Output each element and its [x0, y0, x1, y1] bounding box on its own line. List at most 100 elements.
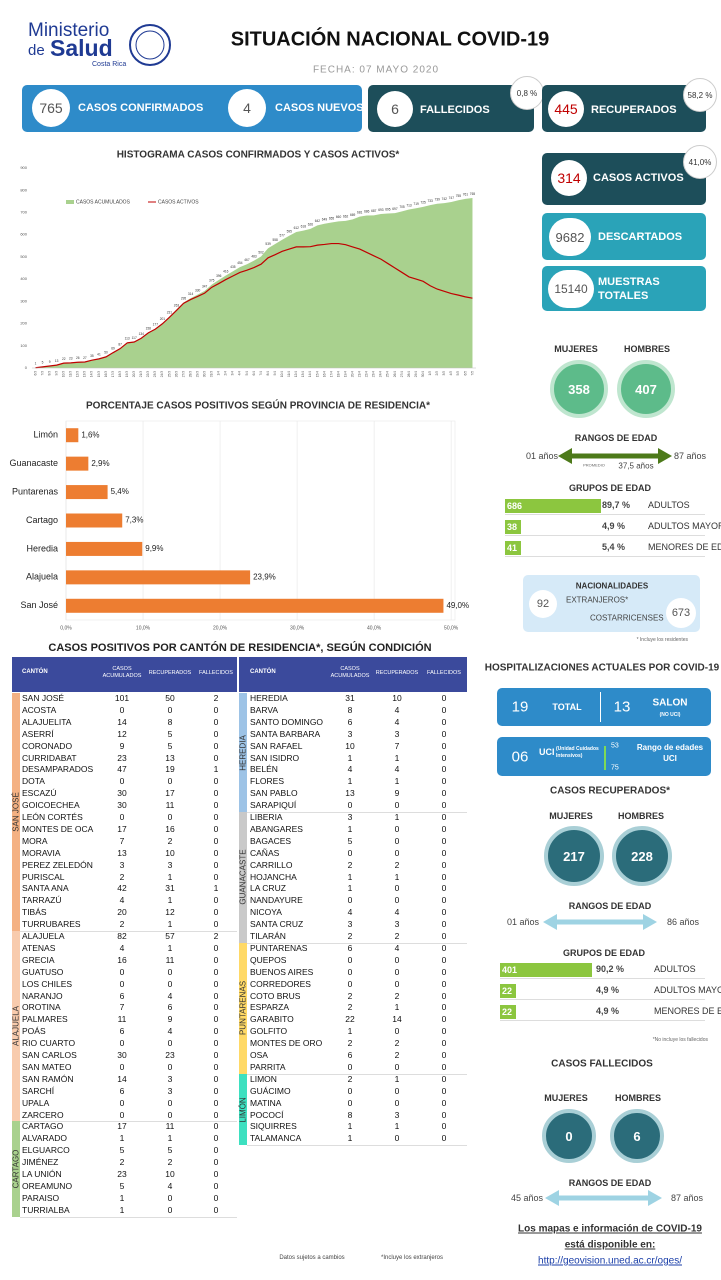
- footer-link[interactable]: http://geovision.uned.ac.cr/oges/: [538, 1255, 682, 1267]
- canton-value: 0: [441, 931, 447, 941]
- x-tick-label: 7/3: [40, 371, 44, 376]
- data-label: 263: [174, 303, 180, 307]
- canton-name: TARRAZÚ: [22, 895, 62, 906]
- province-stripe: [12, 931, 20, 1122]
- y-tick-label: 800: [20, 187, 27, 192]
- canton-name: SAN RAFAEL: [250, 740, 303, 751]
- canton-name: PALMARES: [22, 1014, 68, 1025]
- y-tick-label: 0: [25, 365, 28, 370]
- canton-value: 4: [119, 942, 125, 953]
- canton-value: 3: [167, 859, 173, 870]
- canton-value: 2: [394, 1038, 400, 1049]
- canton-name: PURISCAL: [22, 871, 65, 882]
- canton-value: 4: [394, 716, 400, 727]
- data-label: 347: [202, 285, 208, 289]
- canton-name: PEREZ ZELEDÓN: [22, 859, 93, 870]
- canton-value: 1: [347, 752, 353, 763]
- pct-circle: 58,2 %: [683, 78, 717, 112]
- stat-label: COSTARRICENSES: [590, 613, 664, 623]
- canton-name: ASERRÍ: [22, 728, 54, 739]
- canton-value: 0: [394, 1097, 400, 1108]
- stat-circle: 765: [32, 89, 70, 127]
- canton-value: 0: [167, 1192, 173, 1203]
- data-label: 26: [76, 356, 80, 360]
- table-header-label: FALLECIDOS: [199, 670, 233, 676]
- data-label: 713: [406, 203, 412, 207]
- canton-value: 0: [213, 800, 219, 811]
- canton-value: 2: [347, 990, 353, 1001]
- canton-value: 0: [441, 752, 447, 763]
- canton-value: 0: [441, 1014, 447, 1025]
- data-label: 695: [385, 207, 391, 211]
- group-pct: 4,9 %: [602, 521, 626, 531]
- canton-name: POÁS: [22, 1026, 46, 1037]
- canton-value: 12: [117, 728, 127, 739]
- x-tick-label: 8/4: [266, 371, 270, 376]
- x-tick-label: 2/4: [224, 371, 228, 376]
- canton-value: 0: [441, 1050, 447, 1060]
- canton-value: 13: [345, 788, 355, 799]
- canton-value: 1: [347, 1133, 353, 1144]
- canton-value: 10: [345, 740, 355, 751]
- canton-value: 7: [119, 835, 125, 846]
- canton-value: 0: [394, 800, 400, 811]
- canton-value: 0: [394, 978, 400, 989]
- canton-value: 0: [213, 704, 219, 715]
- canton-value: 0: [441, 942, 447, 953]
- x-tick-label: 23/3: [153, 371, 157, 377]
- canton-name: ALAJUELITA: [22, 716, 72, 727]
- canton-name: GOLFITO: [250, 1026, 288, 1037]
- canton-value: 0: [394, 823, 400, 834]
- x-tick-label: 13/4: [301, 371, 305, 377]
- canton-value: 0: [213, 1180, 219, 1191]
- stat-label: CASOS ACTIVOS: [593, 172, 684, 184]
- canton-value: 0: [119, 812, 125, 822]
- section-title: CASOS RECUPERADOS*: [549, 785, 671, 797]
- canton-value: 2: [394, 1050, 400, 1060]
- data-label: 22: [62, 357, 66, 361]
- bar: [66, 428, 79, 443]
- data-label: 23: [69, 357, 73, 361]
- canton-value: 0: [213, 1014, 219, 1025]
- canton-name: BELÉN: [250, 764, 278, 775]
- canton-name: POCOCÍ: [250, 1109, 284, 1120]
- data-label: 2,9%: [91, 459, 109, 468]
- data-label: 662: [343, 215, 349, 219]
- data-label: 755: [456, 194, 462, 198]
- canton-value: 7: [119, 1002, 125, 1013]
- x-tick-label: 31/3: [210, 371, 214, 377]
- x-tick-label: 24/3: [160, 371, 164, 377]
- data-label: 330: [195, 289, 201, 293]
- canton-name: OSA: [250, 1050, 268, 1060]
- data-label: 697: [392, 207, 398, 211]
- canton-value: 14: [392, 1014, 402, 1025]
- canton-value: 0: [213, 1169, 219, 1179]
- x-tick-label: 40,0%: [367, 625, 382, 631]
- canton-value: 1: [394, 752, 400, 763]
- canton-name: GUATUSO: [22, 966, 64, 977]
- canton-value: 0: [213, 776, 219, 787]
- canton-value: 0: [119, 1097, 125, 1108]
- line: [35, 242, 473, 369]
- canton-name: QUEPOS: [250, 954, 287, 965]
- canton-name: NARANJO: [22, 990, 63, 1001]
- x-tick-label: 8/3: [47, 371, 51, 376]
- canton-value: 14: [117, 716, 127, 727]
- canton-value: 16: [117, 954, 127, 965]
- y-tick-label: Alajuela: [26, 572, 58, 582]
- canton-value: 4: [394, 764, 400, 775]
- canton-name: LOS CHILES: [22, 978, 73, 989]
- canton-name: CORREDORES: [250, 978, 311, 989]
- canton-name: JIMÉNEZ: [22, 1157, 59, 1168]
- canton-value: 5: [347, 835, 353, 846]
- data-label: 733: [428, 199, 434, 203]
- canton-value: 9: [394, 788, 400, 799]
- canton-value: 1: [119, 1133, 125, 1144]
- sex-label: HOMBRES: [614, 1093, 662, 1103]
- data-label: 117: [132, 336, 137, 340]
- canton-name: SANTA ANA: [22, 883, 69, 894]
- x-tick-label: 19/3: [125, 371, 129, 377]
- data-label: 7,3%: [125, 516, 143, 525]
- canton-value: 1: [394, 1121, 400, 1132]
- x-tick-label: 14/4: [308, 371, 312, 377]
